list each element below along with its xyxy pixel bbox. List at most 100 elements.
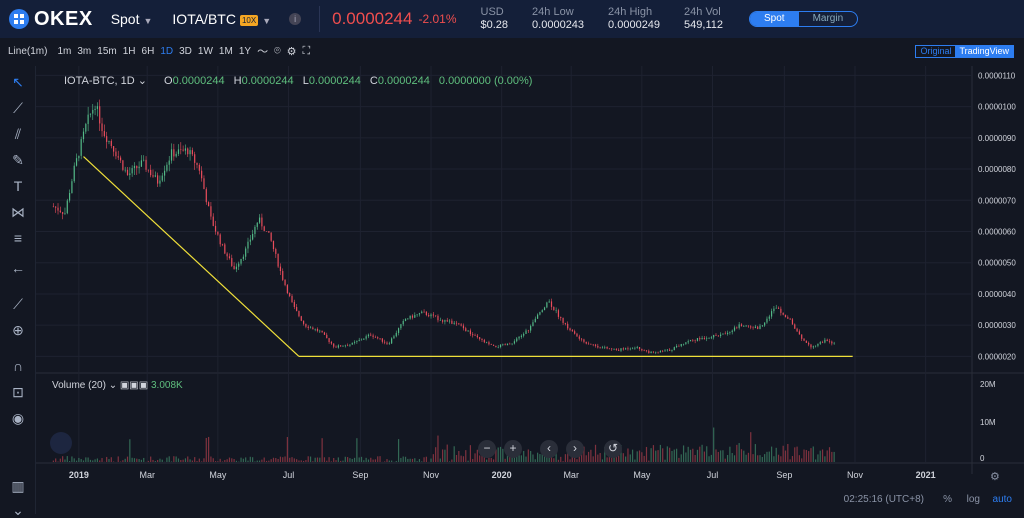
candle-body [247, 242, 248, 249]
volume-bar [796, 447, 797, 462]
volume-bar [437, 436, 438, 462]
candle-body [653, 352, 654, 353]
time-tick-label: Sep [352, 470, 368, 480]
volume-bar [71, 456, 72, 462]
price-chart[interactable]: 0.00001100.00001000.00000900.00000800.00… [36, 66, 1024, 488]
interval-1h[interactable]: 1H [123, 46, 136, 57]
candle-body [518, 337, 519, 339]
trendline-icon[interactable]: ⟋ [10, 100, 26, 116]
candle-body [157, 175, 158, 183]
okex-logo[interactable]: OKEX [8, 8, 93, 31]
volume-bar [433, 454, 434, 462]
auto-toggle[interactable]: auto [993, 494, 1012, 505]
view-original[interactable]: Original [916, 46, 955, 57]
interval-1mo[interactable]: 1M [219, 46, 233, 57]
volume-bar [827, 450, 828, 462]
candle-body [669, 350, 670, 351]
scroll-left-button[interactable]: ‹ [540, 440, 558, 458]
interval-3m[interactable]: 3m [77, 46, 91, 57]
candle-body [725, 334, 726, 335]
volume-bar [444, 450, 445, 462]
candle-body [345, 346, 346, 347]
tab-spot[interactable]: Spot [750, 12, 799, 26]
candle-body [393, 336, 394, 338]
indicator-icon[interactable]: 〜 [257, 43, 268, 59]
chevron-down-icon[interactable]: ⌄ [10, 502, 26, 518]
candle-body [750, 326, 751, 327]
volume-bar [67, 456, 68, 462]
arrow-left-icon[interactable]: ← [10, 260, 26, 276]
info-icon[interactable]: i [289, 13, 301, 25]
view-tradingview[interactable]: TradingView [955, 46, 1013, 57]
lock-icon[interactable]: ⊡ [10, 384, 26, 400]
chart-type-selector[interactable]: Line(1m) [8, 46, 47, 57]
candle-body [305, 324, 306, 327]
volume-bar [419, 459, 420, 462]
interval-15m[interactable]: 15m [97, 46, 116, 57]
candle-body [319, 331, 320, 332]
volume-bar [213, 458, 214, 462]
chevron-down-icon[interactable]: ⌄ [135, 75, 147, 87]
candle-body [662, 351, 663, 352]
volume-bar [727, 455, 728, 462]
measure-icon[interactable]: ≡ [10, 230, 26, 246]
time-tick-label: Sep [776, 470, 792, 480]
candle-body [764, 322, 765, 325]
interval-1m[interactable]: 1m [57, 46, 71, 57]
log-toggle[interactable]: log [967, 494, 980, 505]
gear-icon[interactable]: ⚙ [287, 45, 297, 58]
interval-1w[interactable]: 1W [198, 46, 213, 57]
interval-3d[interactable]: 3D [179, 46, 192, 57]
volume-bar [474, 453, 475, 462]
interval-6h[interactable]: 6H [142, 46, 155, 57]
candle-body [391, 338, 392, 343]
zoom-in-button[interactable]: + [504, 440, 522, 458]
candle-body [500, 345, 501, 347]
eye-icon[interactable]: ◉ [10, 410, 26, 426]
volume-bar [613, 457, 614, 462]
candle-body [340, 345, 341, 346]
zoom-icon[interactable]: ⊕ [10, 322, 26, 338]
magnet-icon[interactable]: ∩ [10, 358, 26, 374]
brush-icon[interactable]: ✎ [10, 152, 26, 168]
cursor-icon[interactable]: ↖ [10, 74, 26, 90]
candle-body [231, 258, 232, 266]
volume-bar [750, 432, 751, 462]
candle-body [651, 352, 652, 353]
scroll-right-button[interactable]: › [566, 440, 584, 458]
volume-bar [759, 455, 760, 462]
volume-bar [641, 452, 642, 462]
zoom-out-button[interactable]: − [478, 440, 496, 458]
volume-bar [695, 455, 696, 462]
volume-bar [664, 460, 665, 462]
candle-body [706, 338, 707, 339]
volume-bar [245, 457, 246, 462]
candle-body [785, 315, 786, 317]
fullscreen-icon[interactable]: ⛶ [303, 45, 311, 58]
volume-bar [106, 457, 107, 462]
candle-body [593, 345, 594, 346]
ruler-icon[interactable]: ⟋ [10, 296, 26, 312]
reset-chart-button[interactable]: ↺ [604, 440, 622, 458]
market-selector[interactable]: Spot▼ [111, 11, 153, 27]
volume-bar [757, 455, 758, 462]
interval-1y[interactable]: 1Y [239, 46, 251, 57]
tab-margin[interactable]: Margin [799, 12, 858, 26]
candle-body [356, 341, 357, 342]
volume-bar [644, 456, 645, 462]
text-icon[interactable]: T [10, 178, 26, 194]
percent-toggle[interactable]: % [943, 494, 952, 505]
pattern-icon[interactable]: ⋈ [10, 204, 26, 220]
chevron-down-icon[interactable]: ⌄ ▣▣▣ [109, 380, 149, 391]
volume-bar [400, 458, 401, 462]
volume-legend: Volume (20) ⌄ ▣▣▣ 3.008K [52, 380, 183, 391]
volume-bar [639, 450, 640, 462]
candle-body [727, 333, 728, 334]
pitchfork-icon[interactable]: ⫽ [10, 126, 26, 142]
interval-1d[interactable]: 1D [160, 46, 173, 57]
trash-icon[interactable]: ▥ [10, 478, 26, 494]
camera-icon[interactable]: ⌾ [274, 45, 281, 58]
candle-body [572, 330, 573, 331]
candle-body [715, 335, 716, 336]
